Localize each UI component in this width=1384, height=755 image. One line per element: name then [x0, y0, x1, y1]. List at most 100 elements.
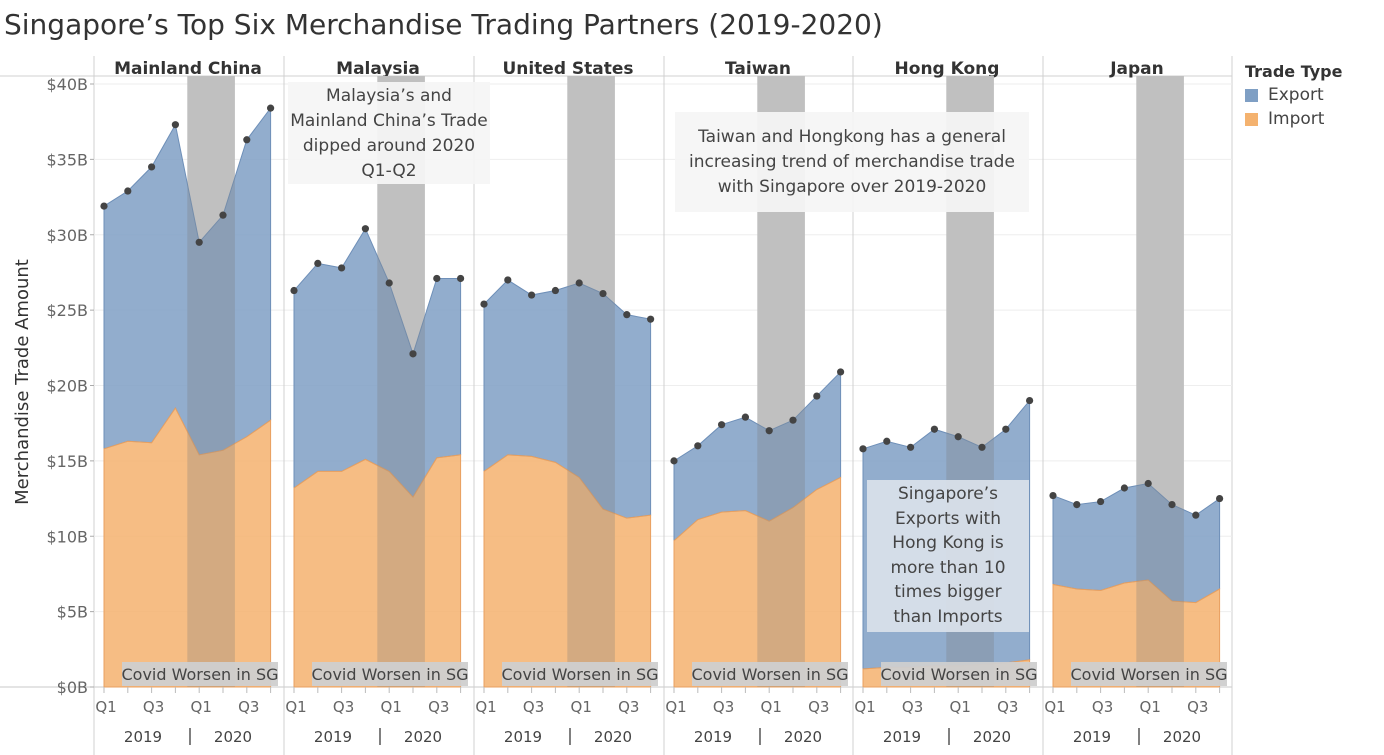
year-label: 2019 [883, 728, 921, 746]
data-point-taiwan [718, 421, 726, 429]
data-point-hong-kong [883, 437, 891, 445]
covid-label: Covid Worsen in SG [312, 665, 469, 684]
covid-band-overlay-japan [1136, 76, 1184, 687]
x-tick-label: Q1 [950, 698, 971, 716]
x-tick-label: Q3 [523, 698, 544, 716]
x-tick-label: Q1 [95, 698, 116, 716]
covid-label-box [502, 662, 658, 686]
year-label: 2019 [1073, 728, 1111, 746]
x-tick-label: Q1 [381, 698, 402, 716]
year-label: 2019 [124, 728, 162, 746]
data-point-mainland-china [195, 238, 203, 246]
data-point-malaysia [314, 259, 322, 267]
data-point-united-states [623, 311, 631, 319]
y-tick-label: $5B [57, 603, 88, 622]
year-label: 2020 [1163, 728, 1201, 746]
x-tick-label: Q3 [143, 698, 164, 716]
data-point-malaysia [290, 286, 298, 295]
data-point-malaysia [409, 350, 417, 358]
data-point-mainland-china [267, 104, 275, 112]
data-point-mainland-china [124, 187, 132, 195]
data-point-taiwan [765, 427, 773, 435]
data-point-taiwan [694, 442, 702, 450]
data-point-united-states [647, 315, 655, 323]
x-tick-label: Q1 [665, 698, 686, 716]
import-area-mainland-china [103, 407, 272, 688]
x-tick-label: Q3 [618, 698, 639, 716]
data-point-taiwan [813, 392, 821, 400]
year-label: 2020 [784, 728, 822, 746]
y-tick-label: $40B [46, 75, 88, 94]
y-tick-label: $35B [46, 150, 88, 169]
data-point-hong-kong [907, 443, 915, 451]
x-tick-label: Q3 [333, 698, 354, 716]
year-label: 2020 [404, 728, 442, 746]
legend-item-import[interactable]: Import [1245, 109, 1342, 129]
data-point-taiwan [789, 416, 797, 424]
x-tick-label: Q3 [238, 698, 259, 716]
x-tick-label: Q3 [902, 698, 923, 716]
data-point-malaysia [457, 274, 465, 283]
x-tick-label: Q3 [428, 698, 449, 716]
import-area-taiwan [673, 476, 842, 688]
data-point-taiwan [670, 457, 678, 465]
panel-title-united-states: United States [502, 59, 633, 79]
data-point-malaysia [361, 225, 369, 233]
data-point-mainland-china [171, 121, 179, 129]
covid-band-overlay-mainland-china [187, 76, 235, 687]
x-tick-label: Q3 [808, 698, 829, 716]
covid-band-overlay-united-states [567, 76, 615, 687]
panel-title-malaysia: Malaysia [336, 59, 420, 79]
data-point-malaysia [338, 264, 346, 272]
y-axis-label: Merchandise Trade Amount [12, 259, 33, 505]
data-point-japan [1049, 491, 1057, 500]
data-point-mainland-china [219, 211, 227, 219]
legend-item-export[interactable]: Export [1245, 85, 1342, 105]
legend-label-import: Import [1268, 109, 1325, 129]
year-label: 2019 [694, 728, 732, 746]
panel-title-taiwan: Taiwan [725, 59, 791, 79]
import-swatch [1245, 112, 1258, 126]
panel-title-hong-kong: Hong Kong [895, 59, 1000, 79]
covid-label: Covid Worsen in SG [692, 665, 849, 684]
data-point-hong-kong [1026, 396, 1034, 405]
legend[interactable]: Trade Type Export Import [1245, 62, 1342, 129]
data-point-japan [1073, 500, 1081, 509]
annotation-hongkong: Singapore’s Exports with Hong Kong is mo… [867, 480, 1029, 632]
import-area-japan [1052, 579, 1221, 688]
y-tick-label: $0B [57, 678, 88, 697]
x-tick-label: Q1 [761, 698, 782, 716]
covid-label: Covid Worsen in SG [1071, 665, 1228, 684]
x-tick-label: Q3 [997, 698, 1018, 716]
y-tick-label: $10B [46, 527, 88, 546]
data-point-mainland-china [100, 202, 108, 210]
chart-title: Singapore’s Top Six Merchandise Trading … [4, 8, 883, 41]
covid-label: Covid Worsen in SG [122, 665, 279, 684]
annotation-malaysia: Malaysia’s and Mainland China’s Trade di… [288, 82, 490, 184]
panel-title-mainland-china: Mainland China [114, 59, 262, 79]
annotation-taiwan: Taiwan and Hongkong has a general increa… [675, 112, 1029, 212]
x-tick-label: Q1 [854, 698, 875, 716]
x-tick-label: Q1 [285, 698, 306, 716]
covid-label-box [692, 662, 848, 686]
covid-label-box [1071, 662, 1227, 686]
data-point-united-states [551, 286, 560, 295]
year-label: 2020 [973, 728, 1011, 746]
y-tick-label: $20B [46, 377, 88, 396]
data-point-mainland-china [148, 163, 156, 171]
x-tick-label: Q1 [571, 698, 592, 716]
data-point-japan [1168, 500, 1176, 509]
data-point-japan [1097, 497, 1105, 506]
data-point-japan [1192, 511, 1200, 519]
year-label: 2019 [504, 728, 542, 746]
data-point-mainland-china [243, 136, 251, 144]
data-point-united-states [599, 289, 607, 298]
year-label: 2020 [594, 728, 632, 746]
covid-label: Covid Worsen in SG [881, 665, 1038, 684]
data-point-taiwan [837, 368, 845, 376]
x-tick-label: Q1 [1044, 698, 1065, 716]
data-point-united-states [480, 300, 488, 308]
covid-label-box [881, 662, 1037, 686]
x-tick-label: Q1 [191, 698, 212, 716]
data-point-hong-kong [954, 433, 962, 441]
